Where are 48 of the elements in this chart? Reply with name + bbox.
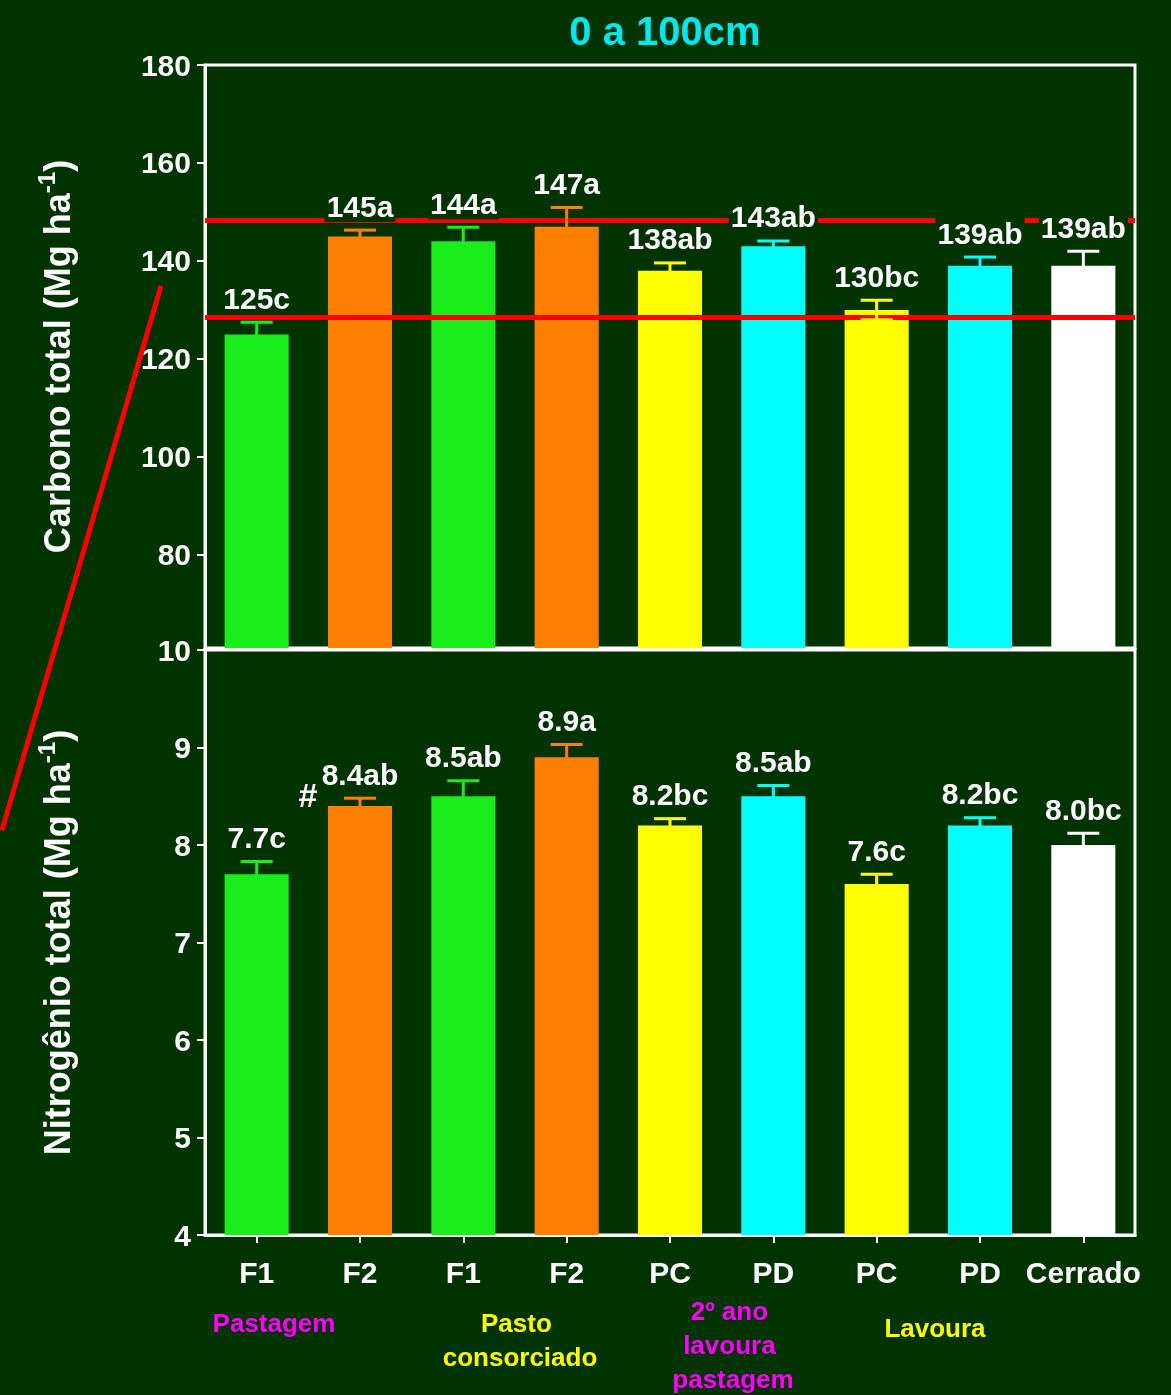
y-tick-label: 160 — [140, 146, 191, 180]
x-tick-label: PD — [959, 1255, 1001, 1289]
y-tick-label: 6 — [174, 1023, 191, 1057]
text: 2º ano lavoura pastagem — [672, 1296, 794, 1394]
text: Pastagem — [212, 1308, 336, 1338]
data-label: 8.2bc — [631, 778, 709, 812]
data-label: 145a — [326, 189, 394, 223]
data-label: 147a — [533, 167, 601, 201]
data-label: 8.5ab — [734, 745, 812, 779]
y-tick-label: 5 — [174, 1121, 191, 1154]
text: Lavoura — [884, 1313, 987, 1343]
x-tick-label: PD — [752, 1255, 795, 1289]
data-label: 8.4ab — [321, 757, 399, 791]
y-tick-label: 10 — [157, 633, 191, 667]
y-tick-label: 140 — [140, 244, 191, 278]
data-label: 139ab — [937, 216, 1023, 250]
data-label: 8.2bc — [941, 777, 1019, 811]
data-label: 8.5ab — [424, 740, 502, 774]
x-tick-label: Cerrado — [1025, 1255, 1141, 1289]
data-label: 138ab — [627, 222, 713, 256]
x-tick-label: F2 — [549, 1255, 585, 1289]
x-tick-label: F2 — [342, 1255, 378, 1289]
y-tick-label: 8 — [174, 828, 191, 862]
y-tick-label: 100 — [140, 440, 191, 474]
y-axis-title: Nitrogênio total (Mg ha-1) — [32, 729, 78, 1156]
text: Pasto consorciado — [442, 1308, 598, 1372]
x-tick-label: F1 — [239, 1255, 275, 1289]
y-tick-label: 7 — [174, 926, 191, 959]
data-label: 7.7c — [227, 821, 286, 855]
y-tick-label: 9 — [174, 731, 191, 764]
annotation: # — [298, 776, 318, 814]
data-label: 8.0bc — [1044, 792, 1122, 826]
data-label: 143ab — [730, 200, 816, 234]
data-label: 130bc — [834, 259, 920, 293]
y-tick-label: 120 — [140, 342, 191, 376]
data-label: 144a — [429, 186, 498, 220]
y-tick-label: 4 — [174, 1218, 192, 1252]
chart-title: 0 a 100cm — [569, 9, 761, 53]
x-tick-label: PC — [855, 1255, 898, 1289]
x-tick-label: F1 — [445, 1255, 481, 1289]
data-label: 139ab — [1040, 210, 1126, 244]
data-label: 125c — [223, 281, 291, 315]
x-tick-label: PC — [649, 1255, 691, 1289]
y-tick-label: 180 — [140, 48, 191, 82]
y-axis-title: Carbono total (Mg ha-1) — [32, 159, 78, 554]
data-label: 8.9a — [537, 704, 597, 738]
data-label: 7.6c — [847, 833, 906, 867]
y-tick-label: 80 — [157, 538, 191, 572]
